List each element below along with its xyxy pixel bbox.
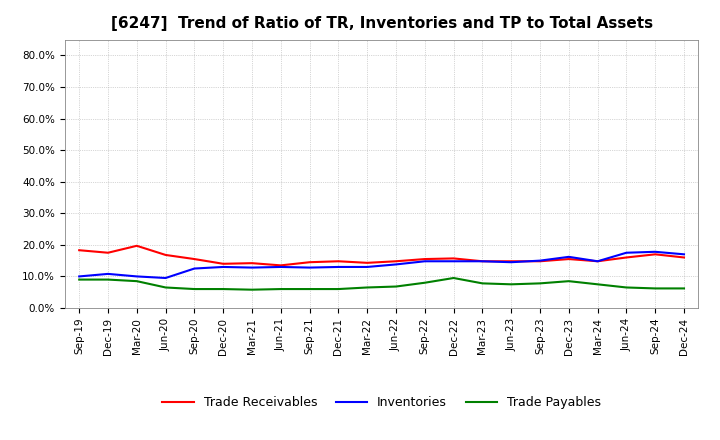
Trade Payables [363, 285, 372, 290]
Trade Payables [420, 280, 429, 286]
Trade Payables [190, 286, 199, 292]
Trade Payables [132, 279, 141, 284]
Inventories [622, 250, 631, 255]
Legend: Trade Receivables, Inventories, Trade Payables: Trade Receivables, Inventories, Trade Pa… [157, 392, 606, 414]
Trade Receivables [132, 243, 141, 249]
Inventories [363, 264, 372, 270]
Inventories [507, 260, 516, 265]
Trade Receivables [622, 255, 631, 260]
Inventories [536, 258, 544, 263]
Trade Payables [248, 287, 256, 292]
Inventories [104, 271, 112, 276]
Inventories [305, 265, 314, 270]
Trade Receivables [276, 263, 285, 268]
Trade Payables [161, 285, 170, 290]
Trade Receivables [593, 259, 602, 264]
Trade Receivables [449, 256, 458, 261]
Trade Payables [651, 286, 660, 291]
Inventories [651, 249, 660, 254]
Trade Payables [392, 284, 400, 289]
Trade Payables [305, 286, 314, 292]
Inventories [190, 266, 199, 271]
Trade Receivables [420, 257, 429, 262]
Inventories [564, 254, 573, 260]
Trade Payables [507, 282, 516, 287]
Trade Payables [104, 277, 112, 282]
Trade Receivables [248, 260, 256, 266]
Inventories [132, 274, 141, 279]
Trade Receivables [75, 248, 84, 253]
Trade Receivables [392, 259, 400, 264]
Inventories [75, 274, 84, 279]
Inventories [392, 262, 400, 267]
Inventories [478, 259, 487, 264]
Trade Payables [622, 285, 631, 290]
Trade Payables [219, 286, 228, 292]
Line: Inventories: Inventories [79, 252, 684, 278]
Line: Trade Receivables: Trade Receivables [79, 246, 684, 265]
Inventories [248, 265, 256, 270]
Inventories [276, 264, 285, 270]
Trade Payables [564, 279, 573, 284]
Trade Receivables [190, 257, 199, 262]
Inventories [219, 264, 228, 270]
Trade Payables [536, 281, 544, 286]
Inventories [593, 259, 602, 264]
Trade Receivables [219, 261, 228, 267]
Trade Receivables [536, 259, 544, 264]
Trade Receivables [651, 252, 660, 257]
Trade Receivables [161, 252, 170, 257]
Trade Receivables [305, 260, 314, 265]
Trade Payables [75, 277, 84, 282]
Trade Payables [680, 286, 688, 291]
Trade Receivables [334, 259, 343, 264]
Trade Payables [449, 275, 458, 281]
Inventories [680, 252, 688, 257]
Inventories [449, 259, 458, 264]
Trade Payables [334, 286, 343, 292]
Trade Receivables [564, 257, 573, 262]
Trade Receivables [363, 260, 372, 265]
Trade Payables [478, 281, 487, 286]
Trade Receivables [680, 255, 688, 260]
Inventories [420, 259, 429, 264]
Trade Payables [276, 286, 285, 292]
Trade Receivables [507, 259, 516, 264]
Trade Payables [593, 282, 602, 287]
Trade Receivables [104, 250, 112, 255]
Line: Trade Payables: Trade Payables [79, 278, 684, 290]
Inventories [161, 275, 170, 281]
Title: [6247]  Trend of Ratio of TR, Inventories and TP to Total Assets: [6247] Trend of Ratio of TR, Inventories… [111, 16, 652, 32]
Trade Receivables [478, 259, 487, 264]
Inventories [334, 264, 343, 270]
